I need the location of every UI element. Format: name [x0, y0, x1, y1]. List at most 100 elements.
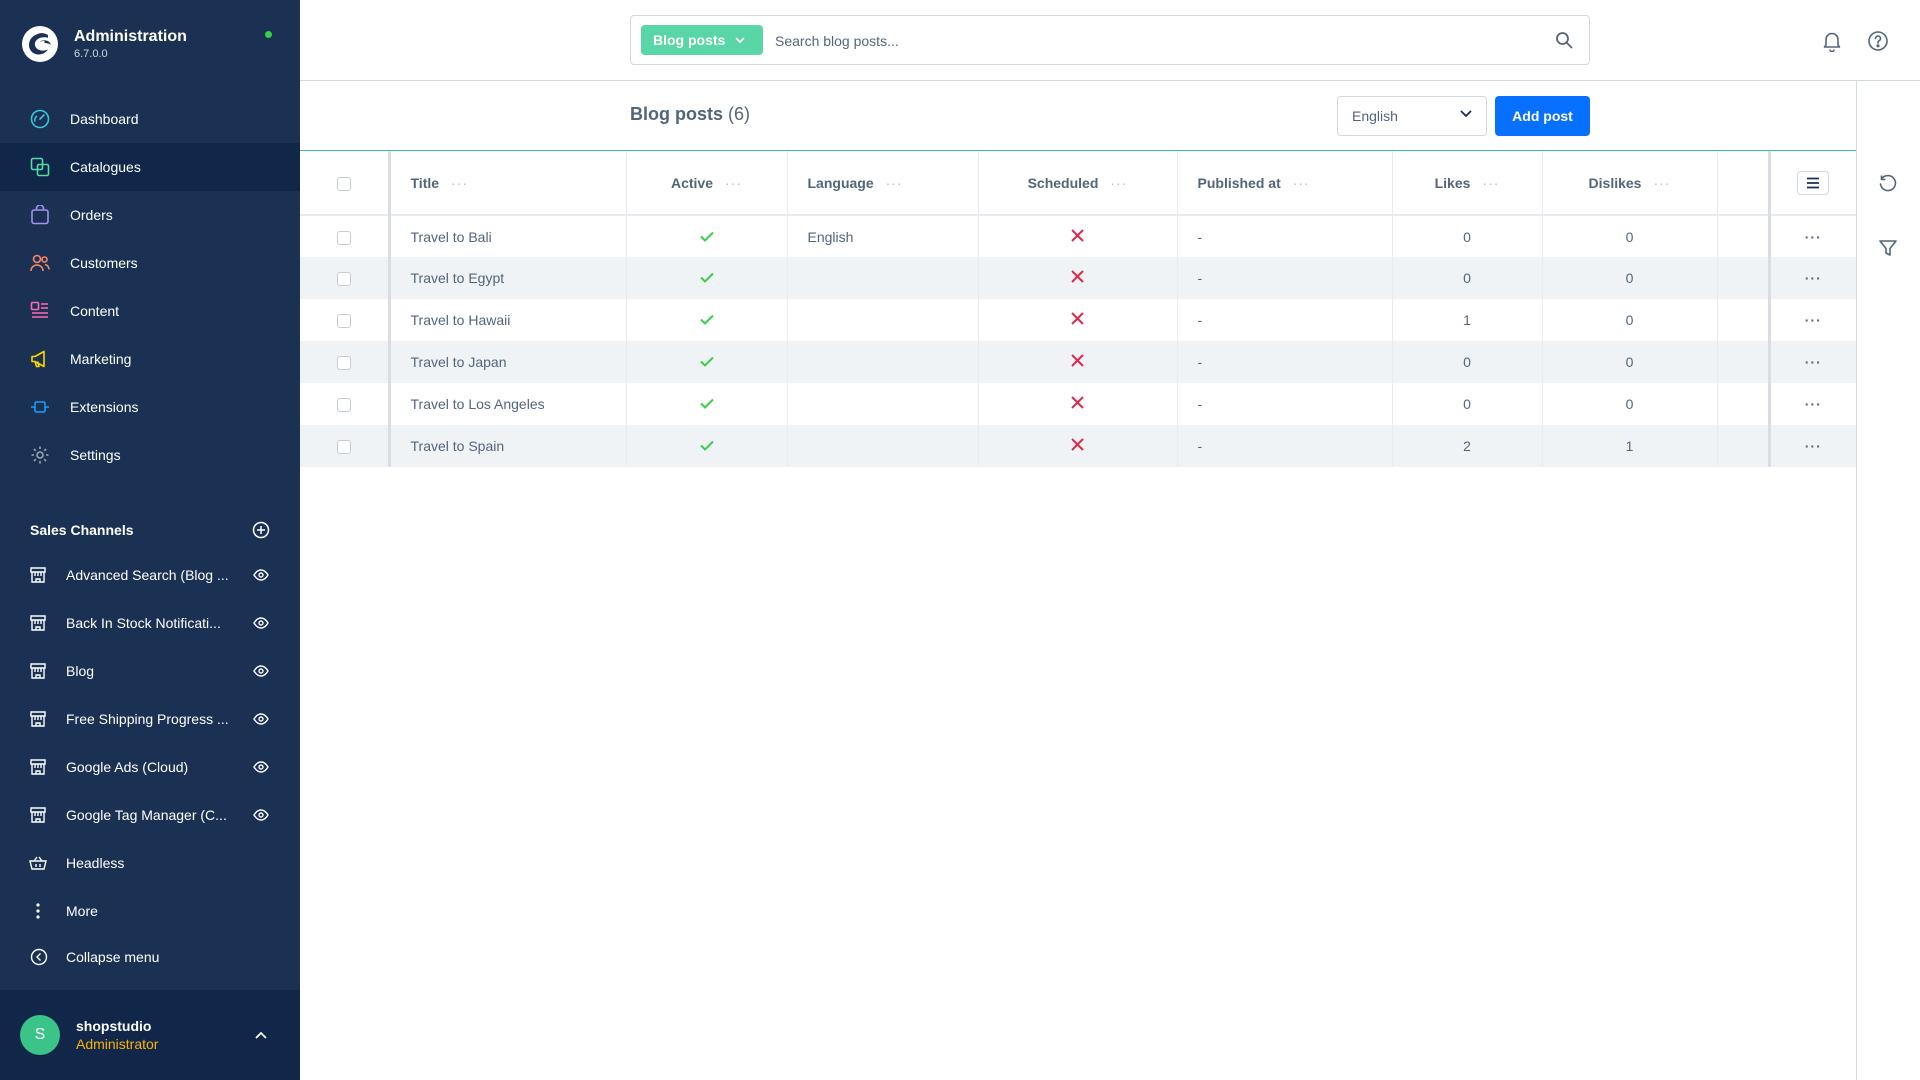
- eye-icon[interactable]: [252, 760, 270, 774]
- column-menu-icon[interactable]: ···: [451, 175, 468, 191]
- cell-likes: 1: [1392, 299, 1542, 341]
- column-menu-icon[interactable]: ···: [1653, 175, 1670, 191]
- column-header-scheduled[interactable]: Scheduled ···: [978, 151, 1177, 215]
- nav-item-settings[interactable]: Settings: [0, 431, 300, 479]
- nav-item-orders[interactable]: Orders: [0, 191, 300, 239]
- row-checkbox[interactable]: [337, 314, 351, 328]
- language-select[interactable]: English: [1337, 96, 1487, 136]
- row-actions-icon[interactable]: ···: [1805, 396, 1822, 412]
- chevron-up-icon[interactable]: [254, 1028, 268, 1042]
- refresh-icon[interactable]: [1878, 174, 1898, 194]
- sales-channel-item[interactable]: Free Shipping Progress ...: [0, 695, 300, 743]
- row-checkbox[interactable]: [337, 440, 351, 454]
- nav-item-extensions[interactable]: Extensions: [0, 383, 300, 431]
- add-sales-channel-icon[interactable]: [252, 521, 270, 539]
- column-menu-icon[interactable]: ···: [1482, 175, 1499, 191]
- table-row[interactable]: Travel to Japan -0 0 ···: [300, 341, 1856, 383]
- table-row[interactable]: Travel to Bali English -0 0 ···: [300, 215, 1856, 257]
- page-title: Blog posts (6): [630, 104, 750, 125]
- search-icon[interactable]: [1555, 31, 1573, 49]
- row-checkbox[interactable]: [337, 272, 351, 286]
- column-menu-icon[interactable]: ···: [725, 175, 742, 191]
- column-header-label: Dislikes: [1589, 175, 1642, 191]
- language-select-value: English: [1352, 108, 1398, 124]
- table-row[interactable]: Travel to Egypt -0 0 ···: [300, 257, 1856, 299]
- sales-channel-label: More: [66, 903, 241, 919]
- row-actions-icon[interactable]: ···: [1805, 354, 1822, 370]
- column-header-label: Published at: [1198, 175, 1281, 191]
- column-header-likes[interactable]: Likes ···: [1392, 151, 1542, 215]
- shopware-logo-icon: [22, 26, 58, 62]
- table-row[interactable]: Travel to Los Angeles -0 0 ···: [300, 383, 1856, 425]
- cell-title[interactable]: Travel to Hawaii: [389, 299, 626, 341]
- sales-channel-item[interactable]: Google Tag Manager (C...: [0, 791, 300, 839]
- row-select-cell: [300, 299, 389, 341]
- search-type-selector[interactable]: Blog posts: [641, 25, 763, 55]
- notifications-bell-icon[interactable]: [1821, 30, 1843, 52]
- row-actions-icon[interactable]: ···: [1805, 312, 1822, 328]
- cell-scheduled: [978, 215, 1177, 257]
- nav-item-customers[interactable]: Customers: [0, 239, 300, 287]
- row-checkbox[interactable]: [337, 231, 351, 245]
- table-row[interactable]: Travel to Spain -2 1 ···: [300, 425, 1856, 467]
- cell-title[interactable]: Travel to Bali: [389, 215, 626, 257]
- column-header-label: Language: [808, 175, 874, 191]
- nav-item-dashboard[interactable]: Dashboard: [0, 95, 300, 143]
- sales-channel-item[interactable]: Advanced Search (Blog ...: [0, 551, 300, 599]
- cell-spacer: [1717, 215, 1769, 257]
- table-row[interactable]: Travel to Hawaii -1 0 ···: [300, 299, 1856, 341]
- user-panel[interactable]: S shopstudio Administrator: [0, 990, 300, 1080]
- select-all-checkbox[interactable]: [337, 177, 351, 191]
- help-icon[interactable]: [1867, 30, 1889, 52]
- eye-icon[interactable]: [252, 568, 270, 582]
- eye-icon[interactable]: [252, 664, 270, 678]
- nav-item-catalogues[interactable]: Catalogues: [0, 143, 300, 191]
- column-menu-icon[interactable]: ···: [1293, 175, 1310, 191]
- sales-channel-item[interactable]: Back In Stock Notificati...: [0, 599, 300, 647]
- column-menu-icon[interactable]: ···: [886, 175, 903, 191]
- column-menu-icon[interactable]: ···: [1110, 175, 1127, 191]
- column-header-active[interactable]: Active ···: [626, 151, 787, 215]
- eye-icon[interactable]: [252, 616, 270, 630]
- cell-title[interactable]: Travel to Japan: [389, 341, 626, 383]
- cell-title[interactable]: Travel to Spain: [389, 425, 626, 467]
- sales-channel-label: Blog: [66, 663, 241, 679]
- search-input[interactable]: [775, 28, 1535, 54]
- column-header-label: Likes: [1435, 175, 1471, 191]
- user-name: shopstudio: [76, 1017, 158, 1035]
- sales-channel-label: Back In Stock Notificati...: [66, 615, 241, 631]
- collapse-menu-label: Collapse menu: [66, 949, 159, 965]
- row-actions-icon[interactable]: ···: [1805, 270, 1822, 286]
- column-header-title[interactable]: Title ···: [389, 151, 626, 215]
- cell-scheduled: [978, 341, 1177, 383]
- cross-icon: [1071, 312, 1084, 325]
- row-checkbox[interactable]: [337, 398, 351, 412]
- row-checkbox[interactable]: [337, 356, 351, 370]
- nav-item-marketing[interactable]: Marketing: [0, 335, 300, 383]
- row-select-cell: [300, 215, 389, 257]
- add-post-button[interactable]: Add post: [1495, 96, 1590, 136]
- sales-channel-item[interactable]: Blog: [0, 647, 300, 695]
- row-actions-icon[interactable]: ···: [1805, 438, 1822, 454]
- nav-label: Catalogues: [70, 159, 141, 175]
- eye-icon[interactable]: [252, 808, 270, 822]
- column-header-dislikes[interactable]: Dislikes ···: [1542, 151, 1717, 215]
- eye-icon[interactable]: [252, 712, 270, 726]
- sales-channel-item[interactable]: Google Ads (Cloud): [0, 743, 300, 791]
- filter-icon[interactable]: [1878, 238, 1898, 258]
- cell-title[interactable]: Travel to Egypt: [389, 257, 626, 299]
- column-header-language[interactable]: Language ···: [787, 151, 978, 215]
- cell-spacer: [1717, 425, 1769, 467]
- column-settings-button[interactable]: [1797, 171, 1829, 195]
- row-select-cell: [300, 383, 389, 425]
- cell-likes: 0: [1392, 383, 1542, 425]
- collapse-menu-button[interactable]: Collapse menu: [30, 947, 159, 967]
- brand[interactable]: Administration 6.7.0.0: [22, 24, 187, 64]
- storefront-icon: [29, 566, 47, 584]
- row-actions-icon[interactable]: ···: [1805, 229, 1822, 245]
- nav-item-content[interactable]: Content: [0, 287, 300, 335]
- cell-title[interactable]: Travel to Los Angeles: [389, 383, 626, 425]
- sales-channel-item-headless[interactable]: Headless: [0, 839, 300, 887]
- sales-channels-more[interactable]: More: [0, 887, 300, 935]
- column-header-published-at[interactable]: Published at ···: [1177, 151, 1392, 215]
